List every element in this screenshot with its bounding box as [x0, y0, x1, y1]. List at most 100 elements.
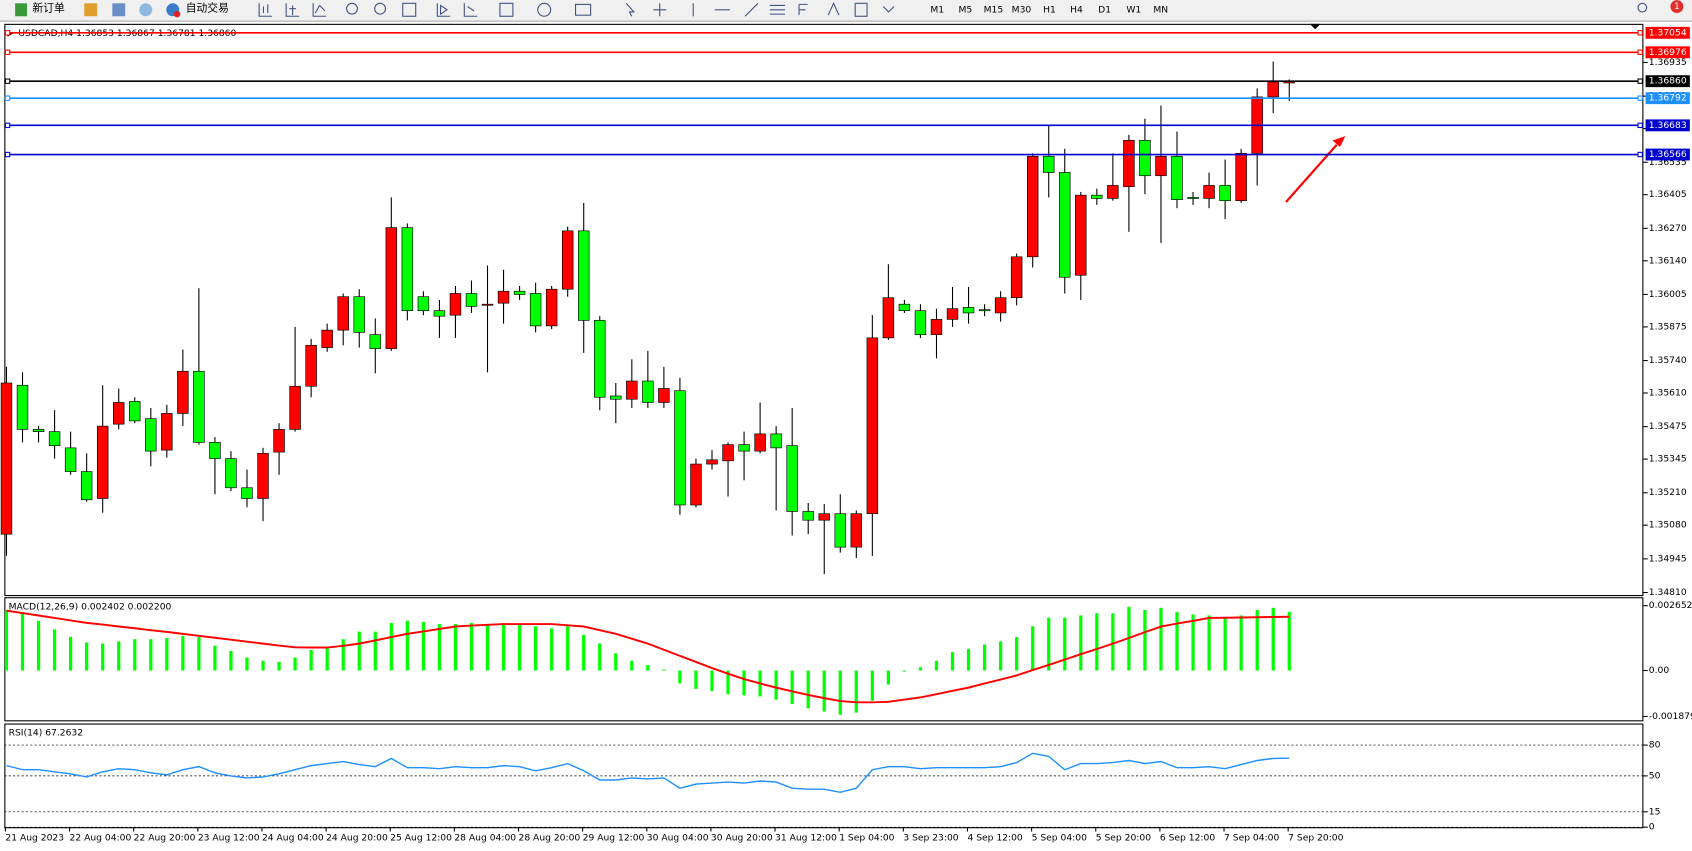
timeframe-button[interactable]: H4	[1070, 4, 1083, 15]
candle-body	[882, 297, 895, 339]
candle-body	[994, 297, 1007, 314]
candle-body	[481, 303, 494, 306]
timeframe-button[interactable]: M15	[984, 4, 1004, 15]
tool-icon[interactable]	[112, 3, 126, 17]
candle-body	[1010, 256, 1023, 299]
auto-trading-button[interactable]: 自动交易	[166, 2, 229, 18]
level-price-label: 1.36860	[1649, 76, 1687, 87]
search-icon[interactable]	[1637, 2, 1648, 13]
new-order-label[interactable]: 新订单	[32, 2, 65, 15]
tool-icon[interactable]	[827, 2, 840, 16]
level-handle	[4, 49, 11, 55]
candle-body	[690, 463, 702, 506]
tool-icon[interactable]	[653, 3, 667, 17]
new-order-button[interactable]: 新订单	[15, 2, 65, 17]
x-tick-label: 4 Sep 12:00	[967, 832, 1022, 843]
timeframe-button[interactable]: W1	[1126, 4, 1141, 15]
candle-body	[914, 310, 927, 335]
timeframe-button[interactable]: M5	[958, 4, 972, 15]
tool-icon[interactable]	[769, 4, 785, 15]
tool-icon[interactable]	[139, 3, 153, 17]
candle-body	[1123, 139, 1135, 188]
level-price-box	[1645, 148, 1690, 161]
y-tick-label: -0.001879	[1649, 711, 1692, 722]
tool-icon[interactable]	[499, 2, 514, 17]
timeframe-button[interactable]: MN	[1153, 4, 1168, 15]
candle-body	[145, 418, 157, 452]
x-tick-label: 31 Aug 12:00	[775, 832, 837, 843]
candle-body	[594, 320, 606, 398]
y-tick-label: 0.002652	[1649, 600, 1692, 611]
y-tick-label: 1.35740	[1649, 355, 1687, 366]
candle-body	[193, 370, 205, 443]
y-tick-label: 1.36535	[1649, 157, 1687, 168]
chart-shift-marker	[1309, 23, 1321, 30]
candle-body	[1171, 155, 1183, 200]
candle-body	[1059, 172, 1071, 278]
x-tick-label: 1 Sep 04:00	[839, 832, 894, 843]
timeframe-button[interactable]: M30	[1012, 4, 1032, 15]
x-tick-label: 3 Sep 23:00	[903, 832, 958, 843]
candle-body	[129, 401, 141, 422]
tool-icon[interactable]	[574, 3, 592, 16]
main-pane-border	[4, 23, 1644, 597]
candle-body	[257, 453, 269, 499]
x-tick-label: 24 Aug 04:00	[262, 832, 324, 843]
candle-body	[706, 459, 718, 465]
tool-icon[interactable]	[882, 6, 895, 13]
tool-icon[interactable]	[402, 2, 417, 17]
candle-body	[754, 433, 766, 452]
new-order-icon	[15, 3, 27, 17]
timeframe-button[interactable]: H1	[1043, 4, 1056, 15]
tool-icon[interactable]	[312, 3, 327, 17]
y-tick-label: 1.36270	[1649, 223, 1687, 234]
auto-trading-label[interactable]: 自动交易	[186, 2, 229, 15]
candle-body	[305, 345, 317, 387]
level-price-label: 1.36976	[1649, 47, 1687, 58]
level-price-label: 1.37054	[1649, 27, 1687, 38]
y-tick-label: 1.36935	[1649, 57, 1687, 68]
candle-body	[353, 296, 365, 333]
candle-body	[610, 395, 622, 400]
tool-icon[interactable]	[436, 3, 451, 17]
timeframe-button[interactable]: M1	[930, 4, 944, 15]
candle-body	[1091, 194, 1103, 199]
timeframe-button[interactable]: D1	[1098, 4, 1111, 15]
candle-body	[1107, 185, 1119, 199]
candle-body	[642, 380, 654, 403]
tool-icon[interactable]	[463, 3, 478, 17]
tool-icon[interactable]	[798, 3, 808, 16]
notification-badge[interactable]	[1670, 0, 1684, 14]
tool-icon[interactable]	[625, 2, 636, 17]
tool-icon[interactable]	[537, 2, 552, 17]
level-price-label: 1.36566	[1649, 149, 1687, 160]
level-handle	[1637, 78, 1643, 84]
tool-icon[interactable]	[854, 2, 868, 17]
x-tick-label: 24 Aug 20:00	[326, 832, 388, 843]
level-handle	[4, 95, 11, 101]
candle-body	[385, 227, 398, 349]
tool-icon[interactable]	[346, 2, 358, 15]
candle-body	[561, 230, 574, 290]
level-price-box	[1645, 75, 1690, 88]
tool-icon[interactable]	[744, 2, 759, 17]
tool-icon[interactable]	[258, 3, 273, 17]
tool-icon[interactable]	[374, 2, 387, 15]
candle-body	[417, 296, 430, 311]
candle-body	[626, 380, 638, 400]
candle-body	[578, 230, 590, 321]
candle-body	[321, 329, 333, 348]
y-tick-label: 1.35475	[1649, 421, 1687, 432]
candle-body	[225, 458, 237, 489]
level-price-box	[1645, 46, 1690, 59]
candle-body	[465, 293, 478, 307]
candle-body	[1043, 155, 1055, 173]
rsi-title: RSI(14) 67.2632	[9, 728, 83, 739]
x-tick-label: 6 Sep 12:00	[1160, 832, 1215, 843]
x-tick-label: 29 Aug 12:00	[583, 832, 645, 843]
tool-icon[interactable]	[84, 3, 98, 17]
x-tick-label: 5 Sep 04:00	[1032, 832, 1087, 843]
y-tick-label: 1.36405	[1649, 189, 1687, 200]
candle-body	[449, 293, 462, 316]
tool-icon[interactable]	[285, 3, 300, 17]
